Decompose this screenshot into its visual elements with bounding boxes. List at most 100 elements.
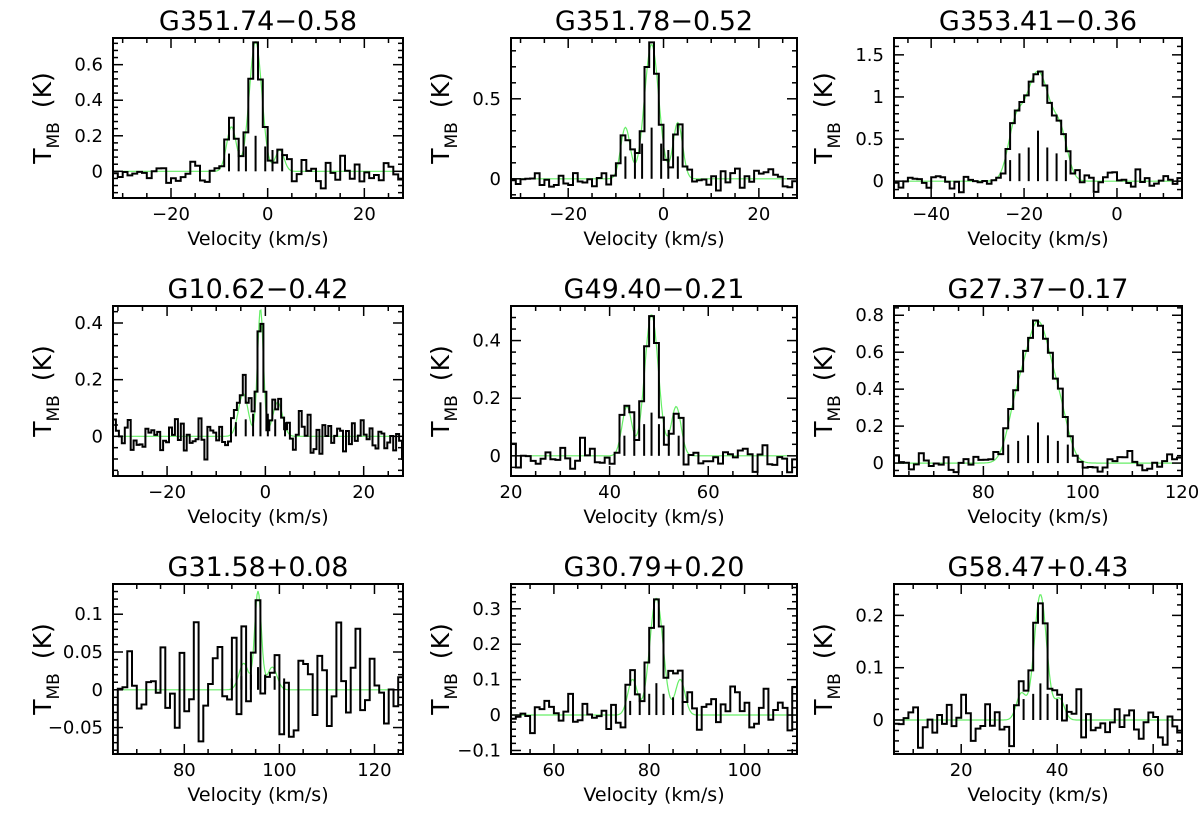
y-axis-unit: (K) — [426, 72, 455, 108]
x-tick-label: 100 — [727, 760, 761, 781]
y-axis-unit: (K) — [426, 345, 455, 381]
panel-data-layer — [113, 41, 403, 190]
y-tick-label: 1.5 — [855, 45, 884, 66]
plot-frame — [112, 37, 404, 199]
x-axis-label: Velocity (km/s) — [187, 506, 328, 528]
y-axis-unit: (K) — [28, 72, 57, 108]
x-tick-label: 20 — [352, 482, 375, 503]
y-tick-label: 0.2 — [74, 126, 103, 147]
y-axis-label: TMB (K) — [809, 623, 845, 716]
panel-9: 20 40 60 0 0.1 0.2 G58.47+0.43 Velocity (km/s) T… — [809, 552, 1183, 806]
y-axis-unit: (K) — [28, 345, 57, 381]
y-axis-symbol: T — [809, 421, 838, 438]
y-tick-label: 0.8 — [855, 305, 884, 326]
x-tick-label: 100 — [1066, 482, 1100, 503]
y-tick-label: 0 — [873, 710, 884, 731]
y-tick-label: 0.5 — [855, 129, 884, 150]
x-tick-label: 120 — [1165, 482, 1199, 503]
y-tick-label: 0.05 — [63, 642, 103, 663]
plot-frame — [893, 305, 1183, 477]
y-tick-label: 0.2 — [855, 416, 884, 437]
plot-frame — [112, 583, 404, 755]
x-axis-label: Velocity (km/s) — [187, 784, 328, 806]
y-tick-label: 0.2 — [855, 605, 884, 626]
panel-5: 20 40 60 0 0.2 0.4 G49.40−0.21 Velocity (km/s) T… — [426, 274, 798, 528]
y-tick-label: 0 — [873, 453, 884, 474]
y-tick-label: 0.2 — [472, 388, 501, 409]
y-axis-unit: (K) — [28, 623, 57, 659]
y-axis-subscript: MB — [44, 673, 64, 699]
x-tick-label: −20 — [549, 204, 587, 225]
x-axis-label: Velocity (km/s) — [583, 228, 724, 250]
x-tick-label: 20 — [500, 482, 523, 503]
y-axis-symbol: T — [809, 148, 838, 165]
x-tick-label: 0 — [1111, 204, 1122, 225]
x-tick-label: 0 — [260, 482, 271, 503]
panel-7: 80 100 120 −0.05 0 0.05 0.1 G31.58+0.08 Velocity… — [28, 552, 404, 806]
y-axis-unit: (K) — [426, 623, 455, 659]
y-tick-label: 0 — [490, 705, 501, 726]
y-axis-subscript: MB — [442, 395, 462, 421]
y-axis-symbol: T — [426, 699, 455, 716]
x-tick-label: 80 — [173, 760, 196, 781]
y-axis-symbol: T — [426, 148, 455, 165]
x-tick-label: 40 — [598, 482, 621, 503]
x-tick-label: 60 — [697, 482, 720, 503]
panel-8: 60 80 100 −0.1 0 0.1 0.2 0.3 G30.79+0.20 Velocity… — [426, 552, 798, 806]
y-tick-label: 1 — [873, 87, 884, 108]
y-tick-label: 0 — [92, 680, 103, 701]
spectrum-line — [113, 322, 403, 461]
y-axis-subscript: MB — [44, 395, 64, 421]
y-axis-subscript: MB — [825, 395, 845, 421]
x-tick-label: 40 — [1046, 760, 1069, 781]
plot-frame — [510, 305, 798, 477]
panel-title: G351.78−0.52 — [555, 6, 753, 37]
x-tick-label: 80 — [972, 482, 995, 503]
x-axis-label: Velocity (km/s) — [187, 228, 328, 250]
x-tick-label: 100 — [262, 760, 296, 781]
y-axis-subscript: MB — [825, 122, 845, 148]
panel-data-layer — [894, 594, 1182, 749]
y-axis-label: TMB (K) — [809, 345, 845, 438]
y-tick-label: 0 — [873, 171, 884, 192]
spectrum-line — [894, 602, 1182, 749]
y-axis-subscript: MB — [44, 122, 64, 148]
x-tick-label: 20 — [950, 760, 973, 781]
spectrum-line — [894, 319, 1182, 474]
y-tick-label: 0.2 — [74, 370, 103, 391]
spectrum-line — [511, 315, 797, 474]
y-axis-unit: (K) — [809, 72, 838, 108]
panel-data-layer — [113, 590, 403, 754]
y-axis-symbol: T — [28, 699, 57, 716]
y-axis-label: TMB (K) — [28, 623, 64, 716]
y-axis-subscript: MB — [825, 673, 845, 699]
panel-title: G31.58+0.08 — [168, 552, 349, 583]
y-tick-label: 0.6 — [74, 55, 103, 76]
y-tick-label: 0 — [92, 161, 103, 182]
x-tick-label: −20 — [148, 482, 186, 503]
y-axis-subscript: MB — [442, 122, 462, 148]
y-axis-symbol: T — [28, 421, 57, 438]
x-tick-label: −20 — [1005, 204, 1043, 225]
panel-data-layer — [894, 70, 1182, 194]
spectrum-line — [511, 41, 797, 192]
x-axis-label: Velocity (km/s) — [967, 506, 1108, 528]
x-tick-label: 0 — [262, 204, 273, 225]
y-axis-symbol: T — [809, 699, 838, 716]
x-tick-label: 60 — [542, 760, 565, 781]
y-axis-symbol: T — [28, 148, 57, 165]
plot-frame — [510, 37, 798, 199]
y-tick-label: 0 — [490, 169, 501, 190]
y-tick-label: 0.4 — [74, 90, 103, 111]
spectrum-line — [113, 41, 403, 190]
panel-data-layer — [894, 319, 1182, 474]
panel-title: G10.62−0.42 — [168, 274, 349, 305]
spectrum-line — [894, 70, 1182, 194]
x-axis-label: Velocity (km/s) — [583, 506, 724, 528]
x-tick-label: 60 — [1142, 760, 1165, 781]
x-tick-label: 0 — [658, 204, 669, 225]
y-tick-label: 0.4 — [472, 331, 501, 352]
x-axis-label: Velocity (km/s) — [967, 228, 1108, 250]
y-tick-label: 0.1 — [855, 658, 884, 679]
